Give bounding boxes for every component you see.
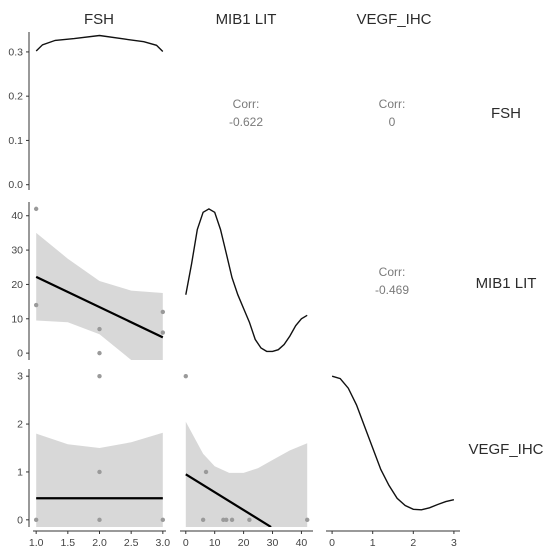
data-point-fsh-mib1-lit: [160, 330, 166, 335]
data-point-mib1-lit-vegf-ihc: [229, 517, 235, 523]
data-point-fsh-vegf-ihc: [97, 517, 102, 523]
x-tick-label-vegf-ihc: 1: [370, 537, 376, 549]
density-curve-vegf-ihc: [331, 375, 455, 511]
x-tick-label-mib1-lit: 20: [238, 537, 250, 549]
y-tick-label-mib1-lit: 30: [11, 245, 23, 257]
data-point-fsh-mib1-lit: [160, 309, 166, 315]
y-tick-label-density: 0.3: [8, 46, 23, 58]
y-tick-label-mib1-lit: 0: [17, 348, 23, 360]
x-tick-label-fsh: 2.5: [124, 537, 139, 549]
y-tick-label-density: 0.1: [8, 135, 23, 147]
x-tick-label-mib1-lit: 30: [267, 537, 279, 549]
corr-label-fsh-mib1: Corr:: [233, 97, 260, 111]
y-tick-label-mib1-lit: 40: [11, 210, 23, 222]
x-tick-label-vegf-ihc: 0: [329, 537, 335, 549]
confidence-band-mib1-lit-vegf-ihc: [185, 421, 308, 527]
corr-label-mib1-vegf: Corr:: [379, 265, 406, 279]
data-point-fsh-vegf-ihc: [97, 469, 102, 475]
column-label-vegf-ihc: VEGF_IHC: [356, 11, 431, 28]
corr-value-mib1-vegf: -0.469: [375, 283, 409, 297]
row-label-vegf-ihc: VEGF_IHC: [468, 441, 543, 458]
y-tick-label-vegf-ihc: 0: [17, 514, 23, 526]
data-point-mib1-lit-vegf-ihc: [247, 517, 252, 523]
data-point-mib1-lit-vegf-ihc: [305, 517, 310, 523]
corr-value-fsh-mib1: -0.622: [229, 115, 263, 129]
data-point-fsh-vegf-ihc: [97, 373, 102, 379]
x-tick-label-fsh: 3.0: [156, 537, 171, 549]
data-point-fsh-mib1-lit: [33, 206, 39, 212]
column-label-mib1-lit: MIB1 LIT: [216, 11, 277, 28]
x-tick-label-fsh: 1.5: [61, 537, 76, 549]
corr-value-fsh-vegf: 0: [389, 115, 396, 129]
regression-line-mib1-lit-vegf-ihc: [185, 473, 272, 527]
y-tick-label-mib1-lit: 10: [11, 313, 23, 325]
data-point-fsh-vegf-ihc: [160, 517, 166, 523]
y-tick-label-density: 0.2: [8, 91, 23, 103]
x-tick-label-fsh: 2.0: [92, 537, 107, 549]
data-point-fsh-vegf-ihc: [33, 517, 39, 523]
data-point-mib1-lit-vegf-ihc: [183, 373, 188, 379]
confidence-band-fsh-vegf-ihc: [36, 432, 163, 527]
data-point-mib1-lit-vegf-ihc: [200, 517, 206, 523]
data-point-mib1-lit-vegf-ihc: [224, 517, 229, 523]
y-tick-label-vegf-ihc: 2: [17, 419, 23, 431]
corr-label-fsh-vegf: Corr:: [379, 97, 406, 111]
data-point-fsh-mib1-lit: [97, 326, 102, 332]
data-point-fsh-mib1-lit: [33, 302, 39, 308]
x-tick-label-vegf-ihc: 2: [410, 537, 416, 549]
data-point-fsh-mib1-lit: [97, 350, 102, 356]
density-curve-fsh: [35, 34, 164, 52]
density-curve-mib1-lit: [185, 208, 308, 353]
regression-line-fsh-mib1-lit: [35, 275, 164, 339]
x-tick-label-mib1-lit: 0: [183, 537, 189, 549]
row-label-fsh: FSH: [491, 105, 521, 122]
x-tick-label-vegf-ihc: 3: [451, 537, 457, 549]
data-point-mib1-lit-vegf-ihc: [203, 469, 209, 475]
row-label-mib1-lit: MIB1 LIT: [476, 275, 537, 292]
y-tick-label-density: 0.0: [8, 179, 23, 191]
confidence-band-fsh-mib1-lit: [36, 232, 163, 360]
x-tick-label-mib1-lit: 10: [209, 537, 221, 549]
x-tick-label-mib1-lit: 40: [296, 537, 308, 549]
y-tick-label-vegf-ihc: 1: [17, 466, 23, 478]
column-label-fsh: FSH: [84, 11, 114, 28]
x-tick-label-fsh: 1.0: [29, 537, 44, 549]
y-tick-label-vegf-ihc: 3: [17, 371, 23, 383]
y-tick-label-mib1-lit: 20: [11, 279, 23, 291]
